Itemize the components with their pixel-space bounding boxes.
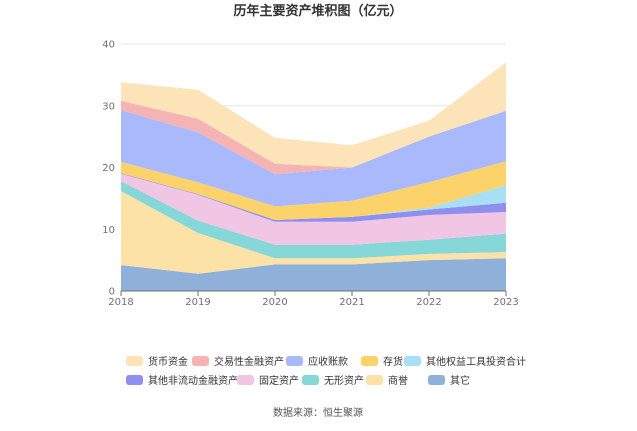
legend-swatch: [361, 356, 378, 366]
legend-item[interactable]: 固定资产: [237, 374, 299, 387]
legend-item[interactable]: 交易性金融资产: [192, 355, 284, 368]
legend-swatch: [428, 375, 445, 385]
area-series-2: [121, 181, 506, 259]
x-tick-label: 2021: [339, 297, 364, 308]
x-tick-label: 2019: [185, 297, 210, 308]
legend-swatch: [126, 356, 143, 366]
legend-swatch: [237, 375, 254, 385]
y-tick-label: 40: [102, 40, 115, 51]
y-tick-label: 30: [102, 101, 115, 112]
legend-swatch: [192, 356, 209, 366]
x-tick-label: 2018: [108, 297, 133, 308]
legend-label: 其他权益工具投资合计: [426, 355, 526, 368]
legend-label: 其它: [450, 374, 470, 387]
legend-item[interactable]: 其他非流动金融资产: [126, 374, 238, 387]
legend-item[interactable]: 其它: [428, 374, 470, 387]
area-series-0: [121, 258, 506, 291]
chart-title: 历年主要资产堆积图（亿元）: [233, 3, 402, 19]
legend-label: 交易性金融资产: [214, 355, 284, 368]
area-series-3: [121, 173, 506, 245]
x-tick-label: 2022: [416, 297, 441, 308]
legend-swatch: [126, 375, 143, 385]
y-tick-label: 10: [102, 225, 115, 236]
area-series: [121, 62, 506, 291]
legend-swatch: [404, 356, 421, 366]
x-tick-label: 2020: [262, 297, 287, 308]
legend-label: 固定资产: [259, 374, 299, 387]
legend-item[interactable]: 货币资金: [126, 355, 188, 368]
legend-item[interactable]: 其他权益工具投资合计: [404, 355, 526, 368]
y-tick-label: 20: [102, 163, 115, 174]
legend-item[interactable]: 无形资产: [302, 374, 364, 387]
y-tick-label: 0: [109, 287, 115, 298]
data-source: 数据来源：恒生聚源: [273, 406, 363, 419]
area-series-6: [121, 161, 506, 220]
legend-swatch: [302, 375, 319, 385]
area-series-7: [121, 110, 506, 207]
legend-label: 无形资产: [324, 374, 364, 387]
legend-label: 存货: [383, 355, 403, 368]
legend-swatch: [366, 375, 383, 385]
area-series-1: [121, 191, 506, 274]
legend-label: 其他非流动金融资产: [148, 374, 238, 387]
area-series-9: [121, 62, 506, 168]
legend-label: 商誉: [388, 374, 408, 387]
legend-item[interactable]: 应收账款: [286, 355, 348, 368]
legend-label: 货币资金: [148, 355, 188, 368]
legend-item[interactable]: 商誉: [366, 374, 408, 387]
x-tick-label: 2023: [493, 297, 518, 308]
axes: 0 10 20 30 40 2018 2019 2020 2021 2022 2023: [102, 40, 518, 309]
legend-label: 应收账款: [308, 355, 348, 368]
legend-swatch: [286, 356, 303, 366]
legend-item[interactable]: 存货: [361, 355, 403, 368]
